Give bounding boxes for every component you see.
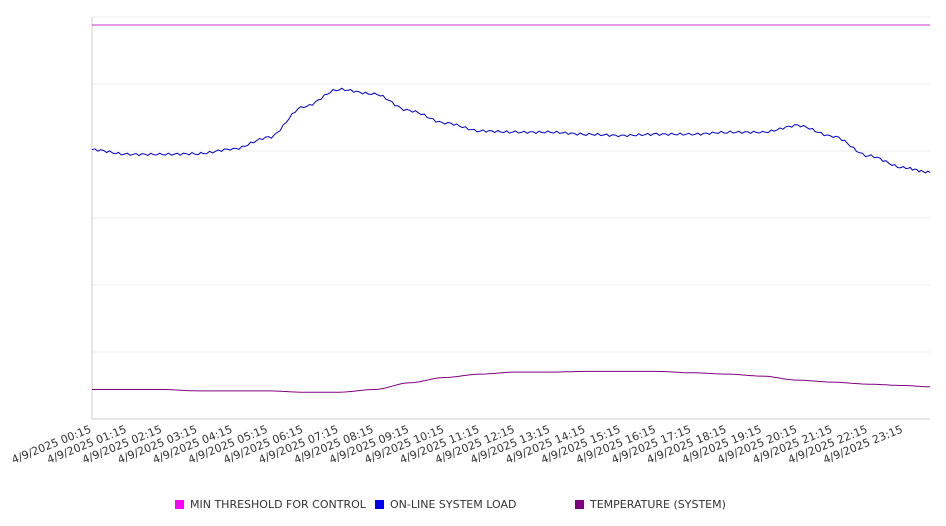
legend-label-online-system-load: ON-LINE SYSTEM LOAD <box>390 498 517 511</box>
legend-label-min-threshold: MIN THRESHOLD FOR CONTROL <box>190 498 366 511</box>
legend-swatch-temperature-system <box>575 500 584 509</box>
legend: MIN THRESHOLD FOR CONTROL ON-LINE SYSTEM… <box>175 498 935 514</box>
legend-swatch-min-threshold <box>175 500 184 509</box>
series-lines <box>91 24 931 393</box>
series-line-temperature-system <box>92 370 930 393</box>
legend-item-temperature-system[interactable]: TEMPERATURE (SYSTEM) <box>575 498 726 511</box>
x-axis-tick-labels: 4/9/2025 00:154/9/2025 01:154/9/2025 02:… <box>10 423 905 467</box>
legend-swatch-online-system-load <box>375 500 384 509</box>
legend-item-online-system-load[interactable]: ON-LINE SYSTEM LOAD <box>375 498 516 511</box>
grid-lines <box>92 16 930 353</box>
legend-label-temperature-system: TEMPERATURE (SYSTEM) <box>590 498 726 511</box>
legend-item-min-threshold[interactable]: MIN THRESHOLD FOR CONTROL <box>175 498 366 511</box>
series-line-online-system-load <box>91 87 931 174</box>
